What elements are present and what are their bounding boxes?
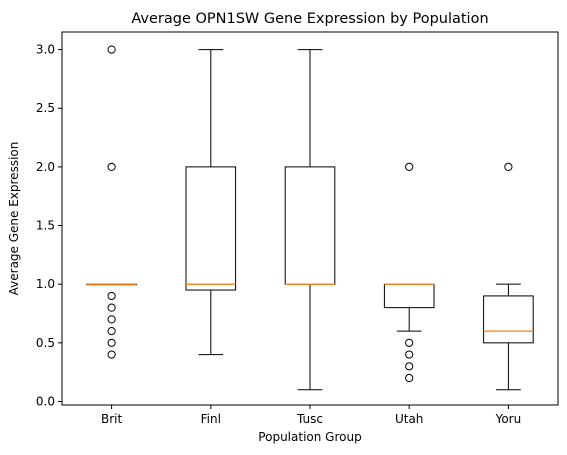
- outlier-point: [405, 162, 414, 171]
- x-axis: Brit Finl Tusc Utah Yoru: [101, 405, 521, 426]
- y-tick-label: 3.0: [36, 43, 55, 57]
- outlier-point: [107, 291, 116, 301]
- box-tusc: [284, 49, 336, 391]
- outlier-point: [405, 373, 414, 383]
- chart-title: Average OPN1SW Gene Expression by Popula…: [131, 11, 488, 27]
- iqr-box: [284, 166, 336, 285]
- plot-area: [86, 45, 534, 391]
- outlier-point: [107, 350, 116, 359]
- y-tick-label: 0.5: [36, 336, 55, 350]
- y-tick-label: 1.5: [36, 219, 55, 233]
- iqr-box: [483, 295, 534, 344]
- x-tick-label: Utah: [395, 412, 423, 426]
- box-utah: [383, 162, 435, 383]
- x-tick-label: Brit: [101, 412, 123, 426]
- outlier-point: [405, 350, 414, 359]
- y-tick-label: 0.0: [36, 394, 55, 408]
- outlier-point: [107, 45, 116, 54]
- outlier-point: [107, 327, 116, 336]
- x-tick-label: Yoru: [495, 412, 522, 426]
- iqr-box: [185, 166, 237, 291]
- y-tick-label: 2.0: [36, 160, 55, 174]
- outlier-point: [107, 303, 116, 312]
- outlier-point: [107, 162, 116, 171]
- box-finl: [185, 49, 237, 356]
- y-tick-label: 2.5: [36, 101, 55, 115]
- outlier-point: [405, 362, 414, 371]
- x-tick-label: Finl: [201, 412, 221, 426]
- y-axis: 0.0 0.5 1.0 1.5 2.0 2.5 3.0: [36, 43, 62, 408]
- box-yoru: [483, 162, 534, 391]
- y-axis-title: Average Gene Expression: [7, 142, 21, 296]
- iqr-box: [383, 283, 435, 309]
- y-tick-label: 1.0: [36, 277, 55, 291]
- box-brit: [86, 45, 137, 359]
- outlier-point: [405, 338, 414, 347]
- x-tick-label: Tusc: [296, 412, 323, 426]
- outlier-point: [107, 315, 116, 324]
- outlier-point: [504, 162, 513, 171]
- x-axis-title: Population Group: [258, 430, 361, 444]
- outlier-point: [107, 338, 116, 347]
